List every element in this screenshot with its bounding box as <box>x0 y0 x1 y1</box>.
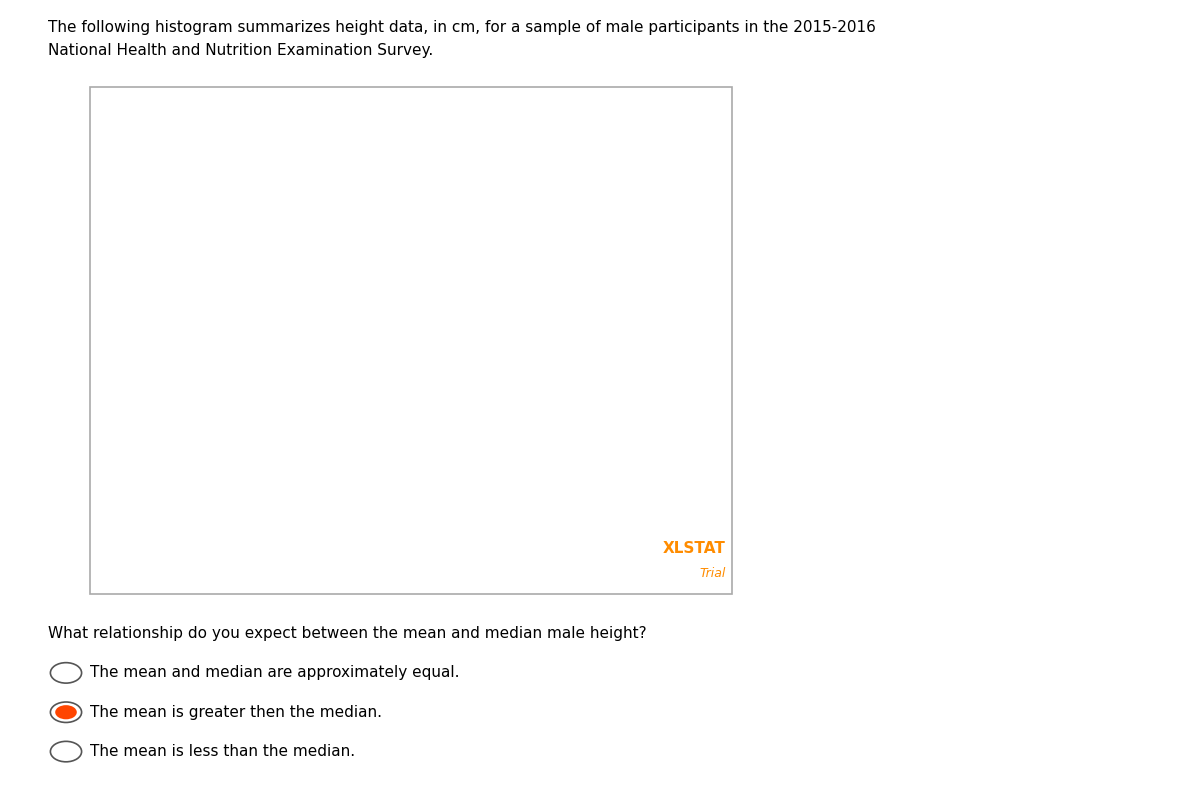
Text: The mean and median are approximately equal.: The mean and median are approximately eq… <box>90 665 460 681</box>
Bar <box>367 470 420 551</box>
Y-axis label: Frequency: Frequency <box>114 306 127 371</box>
Bar <box>420 490 473 551</box>
Bar <box>473 328 526 551</box>
Text: The mean is greater then the median.: The mean is greater then the median. <box>90 704 382 720</box>
Text: What relationship do you expect between the mean and median male height?: What relationship do you expect between … <box>48 626 647 641</box>
Bar <box>209 520 262 551</box>
Text: The mean is less than the median.: The mean is less than the median. <box>90 744 355 759</box>
Bar <box>314 530 367 551</box>
Title: NHANES Male Heights: NHANES Male Heights <box>325 105 515 120</box>
Text: XLSTAT: XLSTAT <box>664 541 726 556</box>
Bar <box>631 470 684 551</box>
X-axis label: Height (cm): Height (cm) <box>383 575 457 589</box>
Text: National Health and Nutrition Examination Survey.: National Health and Nutrition Examinatio… <box>48 43 433 58</box>
Bar <box>526 166 578 551</box>
Bar <box>156 520 209 551</box>
Text: The following histogram summarizes height data, in cm, for a sample of male part: The following histogram summarizes heigh… <box>48 20 876 35</box>
Bar <box>262 511 314 551</box>
Text: Trial: Trial <box>700 567 726 580</box>
Bar <box>578 237 631 551</box>
